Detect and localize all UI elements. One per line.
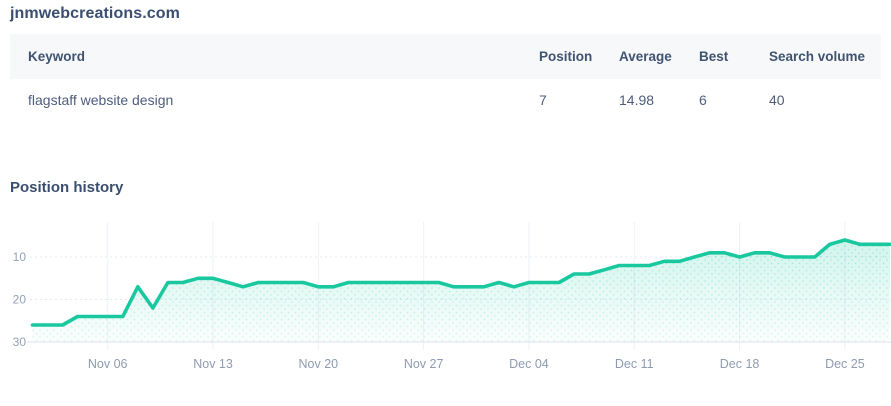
column-header-search-volume[interactable]: Search volume (769, 49, 866, 64)
chart-line (30, 238, 891, 327)
chart-area-dots (32, 240, 890, 342)
column-header-keyword[interactable]: Keyword (28, 49, 86, 64)
column-header-average[interactable]: Average (619, 49, 672, 64)
keywords-table: Keyword Position Average Best Search vol… (10, 34, 881, 121)
x-axis-label: Dec 11 (615, 357, 654, 371)
y-axis-label: 30 (13, 335, 27, 349)
x-axis-label: Dec 04 (509, 357, 549, 371)
x-axis-label: Nov 27 (404, 357, 444, 371)
keyword-cell: flagstaff website design (28, 92, 174, 108)
position-cell: 7 (539, 92, 547, 108)
page-title: jnmwebcreations.com (10, 5, 180, 22)
x-axis-label: Dec 25 (825, 357, 865, 371)
table-row[interactable]: flagstaff website design 7 14.98 6 40 (10, 79, 881, 121)
column-header-best[interactable]: Best (699, 49, 729, 64)
x-axis-label: Dec 18 (720, 357, 760, 371)
y-axis-label: 20 (13, 293, 27, 307)
section-title-position-history: Position history (10, 179, 124, 196)
x-axis-label: Nov 06 (88, 357, 128, 371)
x-axis-label: Nov 20 (299, 357, 339, 371)
column-header-position[interactable]: Position (539, 49, 593, 64)
average-cell: 14.98 (619, 92, 655, 108)
x-axis-label: Nov 13 (193, 357, 233, 371)
best-cell: 6 (699, 92, 707, 108)
y-axis-label: 10 (13, 250, 27, 264)
position-history-chart: 10 20 30 Nov 06 Nov 13 Nov 20 Nov 27 Dec 04 Dec … (13, 222, 891, 371)
table-header-row: Keyword Position Average Best Search vol… (10, 34, 881, 79)
search-volume-cell: 40 (769, 92, 785, 108)
